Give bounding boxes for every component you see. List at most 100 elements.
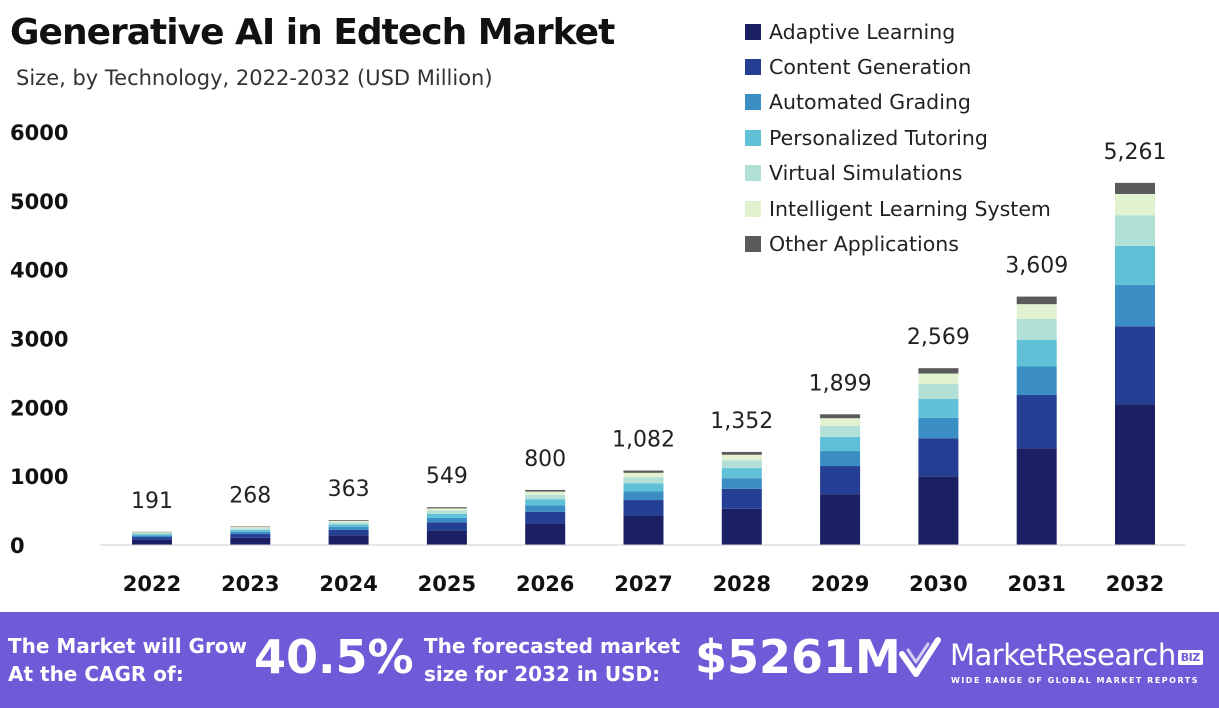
y-tick-label: 5000 [10, 190, 68, 214]
bar-segment [623, 500, 664, 517]
bar-segment [328, 522, 369, 525]
bar-segment [721, 488, 762, 509]
bar-total-label: 3,609 [1005, 254, 1068, 279]
bar-segment [1016, 448, 1057, 545]
forecast-value: $5261M [695, 630, 901, 684]
legend-swatch [745, 59, 761, 76]
legend-label: Virtual Simulations [769, 161, 963, 186]
chart-legend: Adaptive Learning Content Generation Autom… [745, 14, 1051, 262]
legend-label: Other Applications [769, 232, 959, 257]
bar-segment [230, 537, 271, 545]
bar-total-label: 268 [229, 484, 271, 509]
bar-segment [132, 534, 172, 536]
bar-segment [132, 537, 172, 540]
bar-segment [426, 507, 467, 509]
forecast-label: The forecasted market size for 2032 in U… [424, 632, 680, 688]
bar-segment [820, 436, 861, 452]
bar-segment [820, 418, 861, 426]
bar-segment [820, 451, 861, 467]
bar-segment [525, 523, 566, 545]
legend-swatch [745, 236, 761, 253]
stacked-bar-chart: 0 1000 2000 3000 4000 5000 6000 191 268 363 549 80… [10, 121, 1185, 596]
x-axis: 2022 2023 2024 2025 2026 2027 2028 2029 2030 2031… [100, 544, 1185, 596]
bar-segment [623, 470, 664, 473]
bar-segment [918, 438, 959, 477]
bar-total-label: 1,899 [809, 371, 872, 396]
bar-segment [328, 529, 369, 536]
bar-total-label: 1,082 [612, 428, 675, 453]
bar-segment [1016, 395, 1057, 449]
bar-segment [1016, 339, 1057, 367]
x-tick-label: 2023 [221, 572, 279, 596]
logo-badge: BIZ [1177, 649, 1203, 665]
legend-item: Adaptive Learning [745, 14, 1051, 49]
bar-total-label: 800 [524, 447, 566, 472]
x-tick-label: 2031 [1007, 572, 1065, 596]
bar-segment [426, 530, 467, 545]
bar-total-label: 1,352 [710, 409, 773, 434]
bar-segment [623, 491, 664, 501]
legend-swatch [745, 165, 761, 182]
x-tick-label: 2022 [123, 572, 181, 596]
bar-segment [525, 505, 566, 512]
bar-segment [820, 466, 861, 495]
bar-segment [623, 483, 664, 492]
bar-segment [525, 511, 566, 524]
x-tick-label: 2030 [909, 572, 967, 596]
bar-segment [721, 478, 762, 489]
bar-segment [132, 539, 172, 545]
legend-swatch [745, 129, 761, 146]
bar-segment [721, 468, 762, 479]
bar-segment [1115, 404, 1155, 545]
bar-segment [230, 531, 271, 534]
bar-segment [721, 460, 762, 469]
bar-segment [918, 398, 959, 418]
bar-segment [132, 535, 172, 538]
bar-segment [918, 373, 959, 384]
chart-title: Generative AI in Edtech Market [10, 12, 615, 53]
bar-segment [918, 417, 959, 439]
y-tick-label: 1000 [10, 465, 68, 489]
x-tick-label: 2024 [319, 572, 377, 596]
bar-segment [1115, 182, 1155, 194]
bar-segment [918, 383, 959, 399]
cagr-value: 40.5% [254, 630, 414, 684]
cagr-label-line2: At the CAGR of: [8, 662, 184, 686]
y-tick-label: 3000 [10, 328, 68, 352]
legend-item: Intelligent Learning System [745, 191, 1051, 226]
bar-segment [426, 522, 467, 531]
bar-segment [820, 414, 861, 419]
bar-segment [918, 368, 959, 374]
bar-segment [1115, 326, 1155, 405]
bar-segment [1115, 245, 1155, 285]
x-tick-label: 2032 [1106, 572, 1164, 596]
legend-item: Virtual Simulations [745, 156, 1051, 191]
bar-total-label: 363 [328, 477, 370, 502]
bar-segment [820, 425, 861, 437]
x-tick-label: 2029 [811, 572, 869, 596]
legend-item: Content Generation [745, 49, 1051, 84]
legend-label: Automated Grading [769, 90, 971, 115]
bar-segment [1115, 284, 1155, 327]
bar-segment [525, 499, 566, 506]
bars: 191 268 363 549 800 1,082 1,352 1,899 2,569 3,609… [131, 140, 1166, 545]
bar-segment [328, 520, 369, 523]
bar-total-label: 5,261 [1104, 140, 1167, 165]
bar-segment [230, 527, 271, 529]
bar-segment [721, 454, 762, 461]
legend-label: Personalized Tutoring [769, 125, 988, 150]
checkmark-logo-icon [899, 637, 941, 677]
bar-segment [1016, 366, 1057, 396]
bar-segment [426, 510, 467, 514]
x-tick-label: 2027 [614, 572, 672, 596]
bar-segment [1115, 215, 1155, 246]
bar-segment [1016, 296, 1057, 305]
forecast-label-line1: The forecasted market [424, 634, 681, 658]
legend-label: Content Generation [769, 55, 972, 80]
bar-segment [230, 533, 271, 538]
legend-item: Automated Grading [745, 85, 1051, 120]
bar-segment [623, 516, 664, 545]
y-axis: 0 1000 2000 3000 4000 5000 6000 [10, 121, 68, 558]
bar-segment [426, 508, 467, 511]
forecast-label-line2: size for 2032 in USD: [424, 662, 661, 686]
